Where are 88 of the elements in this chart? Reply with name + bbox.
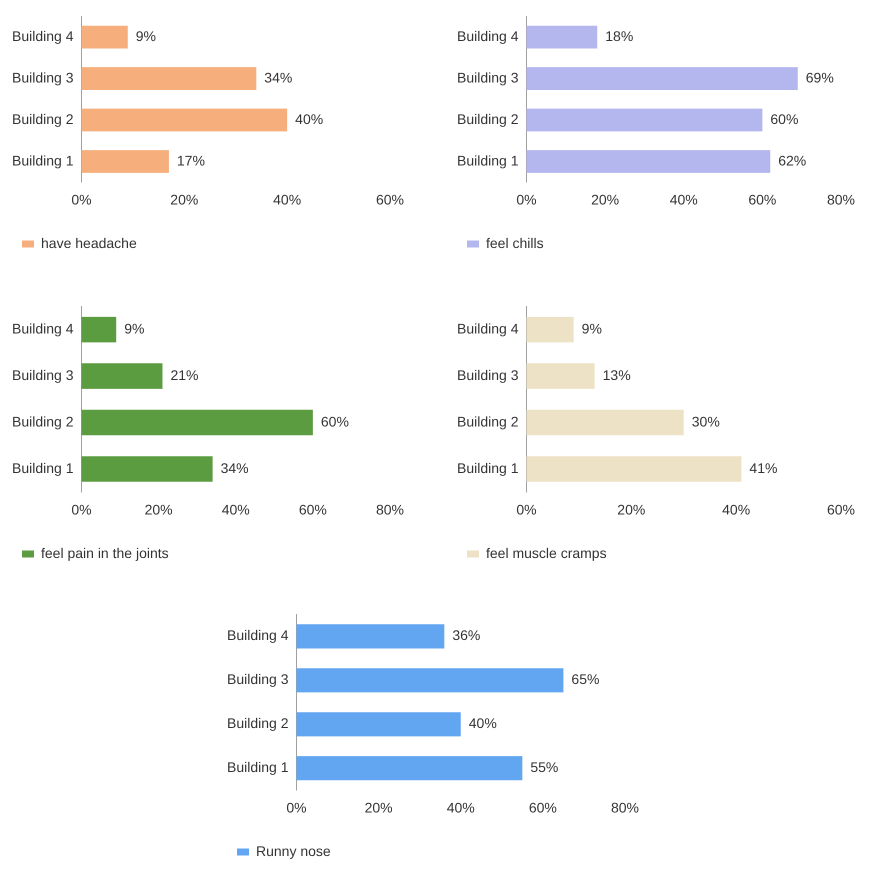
x-tick-label: 20% (591, 191, 620, 208)
y-tick-label: Building 3 (456, 69, 519, 86)
data-label: 40% (468, 715, 497, 732)
bar (526, 150, 770, 173)
x-tick-label: 20% (617, 501, 646, 518)
x-tick-label: 60% (748, 191, 776, 208)
x-tick-label: 80% (826, 191, 856, 208)
y-tick-label: Building 4 (456, 28, 519, 44)
bar (526, 67, 798, 90)
data-label: 36% (452, 627, 480, 644)
data-label: 65% (571, 671, 600, 688)
y-tick-label: Building 2 (456, 413, 519, 430)
x-tick-label: 40% (722, 501, 750, 518)
x-tick-label: 60% (528, 799, 557, 816)
y-tick-label: Building 4 (12, 320, 74, 336)
bar (526, 456, 742, 482)
legend-label: have headache (41, 234, 137, 251)
y-tick-label: Building 2 (226, 715, 289, 732)
data-label: 60% (320, 413, 349, 430)
data-label: 55% (530, 759, 558, 776)
x-tick-label: 20% (364, 799, 393, 816)
data-label: 30% (692, 413, 720, 430)
legend-label: Runny nose (256, 842, 331, 859)
x-tick-label: 80% (376, 501, 404, 518)
data-label: 18% (605, 28, 634, 44)
x-tick-label: 0% (286, 799, 307, 816)
bar (81, 456, 213, 482)
bar (81, 410, 313, 436)
bar (526, 108, 762, 132)
x-tick-label: 40% (446, 799, 475, 816)
bar (296, 624, 444, 648)
y-tick-label: Building 3 (12, 366, 74, 383)
bar (296, 712, 461, 736)
x-tick-label: 60% (376, 191, 404, 208)
x-tick-label: 40% (273, 191, 302, 208)
bar (81, 363, 162, 389)
y-tick-label: Building 1 (12, 460, 74, 476)
data-label: 62% (778, 152, 806, 168)
bar (81, 67, 256, 90)
bar (296, 668, 564, 692)
y-tick-label: Building 3 (12, 69, 74, 86)
y-tick-label: Building 3 (456, 366, 519, 383)
x-tick-label: 0% (516, 191, 537, 208)
y-tick-label: Building 4 (12, 28, 74, 44)
x-tick-label: 60% (298, 501, 327, 518)
data-label: 34% (220, 460, 249, 476)
bar (526, 26, 598, 49)
bar (526, 410, 684, 436)
x-tick-label: 0% (71, 191, 92, 208)
x-tick-label: 20% (144, 501, 173, 518)
legend-label: feel muscle cramps (486, 544, 607, 561)
data-label: 34% (264, 69, 292, 86)
x-tick-label: 0% (516, 501, 537, 518)
y-tick-label: Building 3 (226, 671, 289, 688)
x-tick-label: 20% (170, 191, 198, 208)
bar (81, 26, 128, 49)
data-label: 60% (770, 110, 798, 127)
legend-label: feel pain in the joints (41, 544, 169, 561)
data-label: 9% (124, 320, 144, 336)
bar (526, 363, 595, 389)
legend-label: feel chills (486, 234, 544, 251)
x-tick-label: 40% (222, 501, 250, 518)
y-tick-label: Building 2 (456, 110, 519, 127)
x-tick-label: 0% (71, 501, 92, 518)
bar (526, 316, 574, 342)
data-label: 17% (176, 152, 205, 168)
x-tick-label: 60% (826, 501, 856, 518)
data-label: 41% (749, 460, 778, 476)
data-label: 9% (136, 28, 156, 44)
bar (81, 316, 116, 342)
data-label: 21% (170, 366, 199, 383)
bar (81, 150, 169, 173)
y-tick-label: Building 4 (226, 627, 289, 644)
data-label: 13% (602, 366, 631, 383)
y-tick-label: Building 1 (456, 460, 519, 476)
x-tick-label: 80% (610, 799, 640, 816)
y-tick-label: Building 1 (456, 152, 519, 168)
x-tick-label: 40% (670, 191, 698, 208)
data-label: 40% (295, 110, 324, 127)
bar (81, 108, 288, 132)
y-tick-label: Building 1 (12, 152, 74, 168)
y-tick-label: Building 4 (456, 320, 519, 336)
y-tick-label: Building 2 (12, 413, 74, 430)
data-label: 9% (582, 320, 602, 336)
bar (296, 756, 522, 780)
y-tick-label: Building 1 (226, 759, 289, 776)
y-tick-label: Building 2 (12, 110, 74, 127)
data-label: 69% (806, 69, 834, 86)
